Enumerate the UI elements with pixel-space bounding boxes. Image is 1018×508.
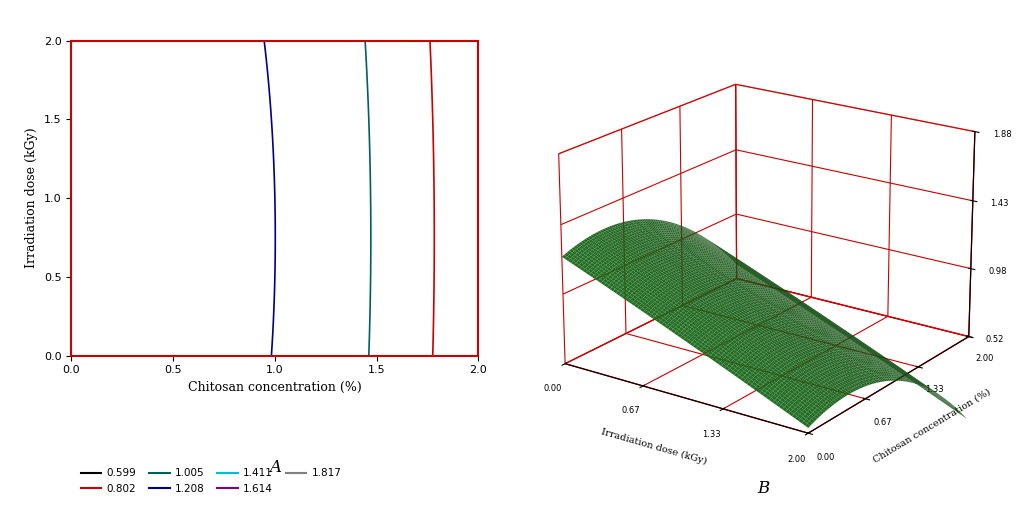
Legend: 0.599, 0.802, 1.005, 1.208, 1.411, 1.614, 1.817: 0.599, 0.802, 1.005, 1.208, 1.411, 1.614… xyxy=(76,464,346,498)
Text: B: B xyxy=(757,480,770,497)
X-axis label: Irradiation dose (kGy): Irradiation dose (kGy) xyxy=(601,427,708,466)
Y-axis label: Chitosan concentration (%): Chitosan concentration (%) xyxy=(871,387,992,465)
Y-axis label: Irradiation dose (kGy): Irradiation dose (kGy) xyxy=(25,128,39,268)
X-axis label: Chitosan concentration (%): Chitosan concentration (%) xyxy=(188,381,361,394)
Text: A: A xyxy=(269,459,281,477)
